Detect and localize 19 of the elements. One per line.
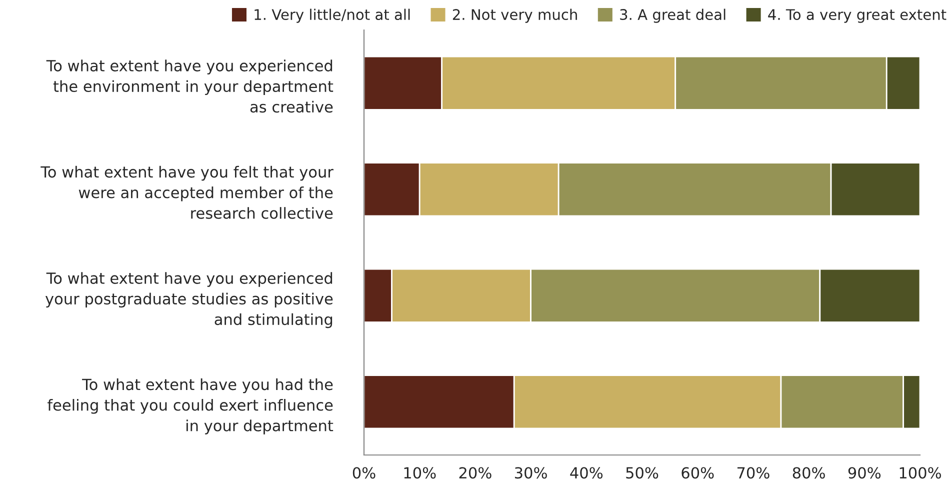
x-tick-label: 70% xyxy=(737,467,770,479)
legend-label: 4. To a very great extent xyxy=(768,9,946,23)
legend-label: 3. A great deal xyxy=(620,8,726,23)
x-tick-label: 90% xyxy=(848,467,881,479)
x-tick-label: 0% xyxy=(352,467,376,479)
y-tick-label: To what extent have you felt that your were an accepted member of the research collective xyxy=(40,166,334,219)
x-tick-label: 30% xyxy=(514,467,547,479)
x-tick-label: 50% xyxy=(626,467,658,479)
y-tick-label: To what extent have you experienced the environment in your department as creative xyxy=(46,60,334,113)
y-tick-label: To what extent have you experienced your postgraduate studies as positive and stimulating xyxy=(45,272,333,328)
legend-label: 1. Very little/not at all xyxy=(254,8,410,23)
x-tick-label: 60% xyxy=(682,467,714,479)
x-tick-label: 40% xyxy=(570,467,603,479)
legend-label: 2. Not very much xyxy=(452,8,577,23)
x-tick-label: 80% xyxy=(792,467,825,479)
y-tick-label: To what extent have you had the feeling that you could exert influence in your department xyxy=(48,378,334,434)
x-tick-label: 20% xyxy=(459,467,492,479)
x-tick-label: 100% xyxy=(900,467,941,479)
x-tick-label: 10% xyxy=(404,467,436,479)
